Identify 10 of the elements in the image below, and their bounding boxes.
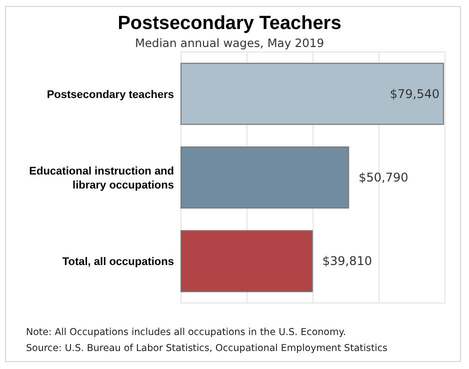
data-label: $50,790 (358, 170, 408, 184)
y-tick-label: Total, all occupations (62, 256, 174, 268)
y-tick-label: Postsecondary teachers (46, 88, 174, 101)
chart-subtitle: Median annual wages, May 2019 (134, 36, 324, 50)
y-tick-label: Educational instruction and library occupations (29, 166, 174, 192)
text: Note: All Occupations includes all occupations in the U.S. Economy. (26, 327, 346, 338)
data-label: $79,540 (390, 86, 440, 101)
source-note: Source: U.S. Bureau of Labor Statistics, Occupational Employment Statistics (26, 343, 388, 354)
data-label: $39,810 (322, 254, 372, 268)
chart-title: Postsecondary Teachers (118, 13, 342, 34)
